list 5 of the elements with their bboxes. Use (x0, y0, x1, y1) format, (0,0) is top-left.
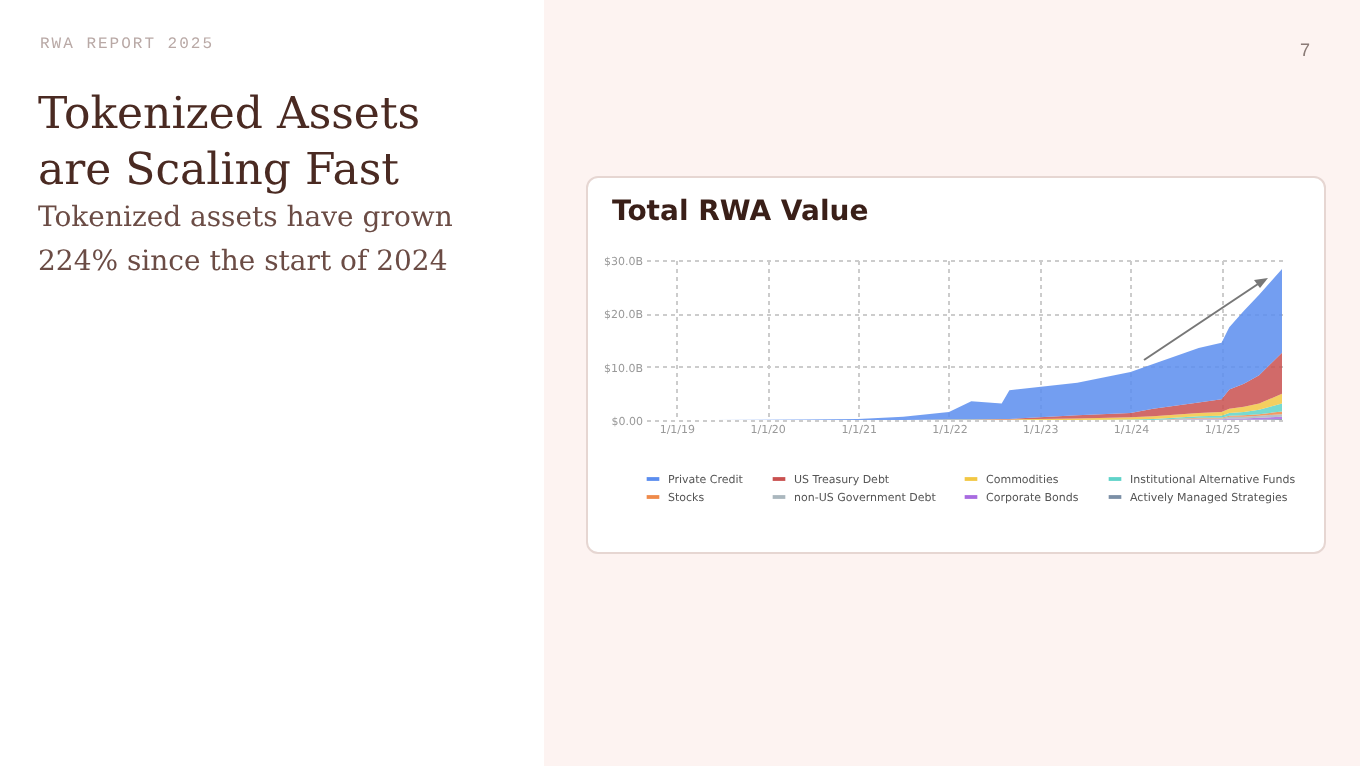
text: Tokenized assets have grown 224% since the start of 2024 (38, 200, 455, 282)
text: Tokenized Assets are Scaling Fast (38, 88, 423, 200)
text: RWA REPORT 2025 (40, 36, 215, 54)
chart-title: Total RWA Value (612, 196, 869, 228)
text: 7 (1300, 40, 1311, 60)
